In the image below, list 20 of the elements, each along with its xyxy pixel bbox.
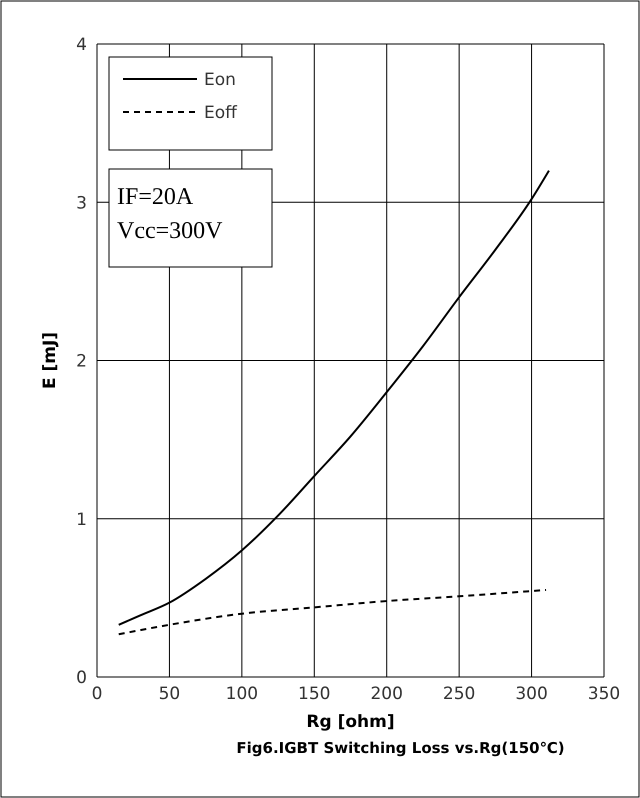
- y-tick-label: 2: [76, 352, 87, 372]
- x-tick-label: 200: [370, 684, 403, 704]
- y-tick-label: 3: [76, 193, 87, 214]
- x-tick-label: 50: [158, 684, 180, 704]
- annotation: IF=20A: [117, 184, 194, 210]
- y-axis-title: E [mJ]: [40, 332, 60, 390]
- annotation: Vcc=300V: [117, 218, 224, 244]
- x-tick-label: 250: [442, 684, 476, 704]
- y-tick-label: 4: [76, 35, 87, 55]
- text: Fig6.IGBT Switching Loss vs.Rg(150℃): [236, 739, 565, 757]
- x-tick-label: 0: [92, 684, 102, 704]
- legend-label: Eoff: [204, 103, 238, 123]
- x-tick-label: 350: [588, 684, 620, 704]
- x-tick-label: 300: [515, 684, 548, 704]
- legend-label: Eon: [204, 70, 236, 90]
- y-tick-label: 1: [76, 510, 87, 530]
- x-tick-label: 150: [298, 684, 331, 704]
- y-tick-label: 0: [76, 668, 87, 688]
- x-tick-label: 100: [226, 684, 258, 704]
- x-axis-title: Rg [ohm]: [306, 712, 395, 732]
